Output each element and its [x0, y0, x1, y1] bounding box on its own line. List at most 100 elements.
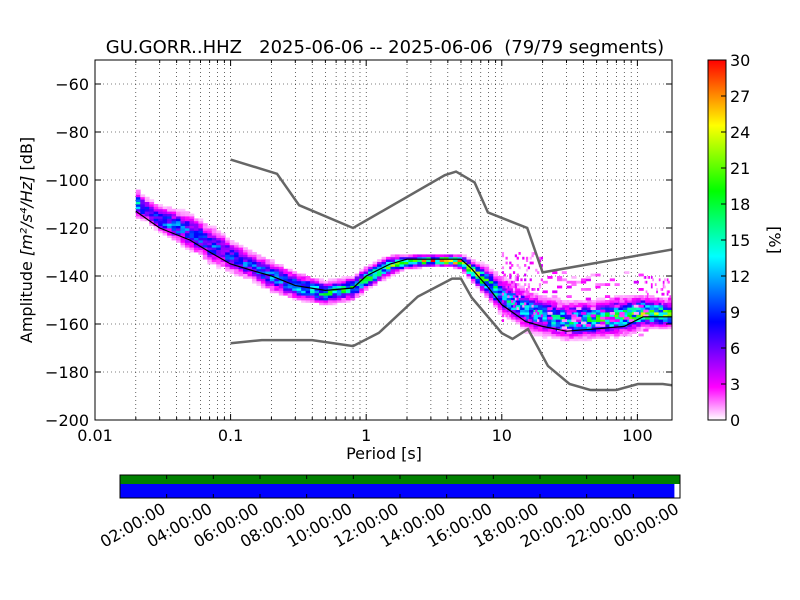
- density-cell: [551, 328, 557, 332]
- density-cell: [591, 321, 597, 325]
- density-cell-sparse: [542, 280, 548, 284]
- density-cell: [345, 280, 351, 284]
- density-cell: [381, 266, 387, 270]
- density-cell: [479, 273, 485, 277]
- density-cell-sparse: [576, 280, 582, 284]
- density-cell: [140, 196, 146, 200]
- density-cell: [560, 312, 566, 315]
- density-cell: [260, 268, 266, 272]
- density-cell: [189, 249, 195, 253]
- density-cell: [202, 230, 208, 234]
- density-cell: [435, 261, 441, 265]
- density-cell: [140, 201, 146, 205]
- density-cell: [582, 333, 588, 337]
- density-cell-sparse: [501, 319, 505, 322]
- density-cell: [600, 307, 606, 310]
- density-cell: [386, 268, 391, 272]
- density-cell: [292, 276, 298, 279]
- density-cell: [417, 259, 423, 262]
- density-cell: [345, 278, 351, 282]
- density-cell: [193, 237, 199, 241]
- density-cell: [207, 228, 213, 231]
- density-cell: [493, 292, 499, 296]
- density-cell: [488, 285, 494, 289]
- density-cell-sparse: [585, 297, 591, 301]
- density-cell: [368, 278, 374, 282]
- density-cell: [502, 309, 508, 313]
- density-cell: [278, 283, 284, 286]
- density-cell: [135, 213, 141, 217]
- density-cell: [613, 336, 619, 339]
- density-cell: [663, 316, 668, 320]
- density-cell: [551, 326, 557, 330]
- density-cell: [658, 319, 664, 322]
- density-cell-sparse: [516, 307, 519, 310]
- density-cell: [461, 254, 467, 258]
- density-cell: [537, 297, 543, 301]
- density-cell: [636, 309, 642, 313]
- density-cell: [202, 232, 208, 236]
- density-cell: [167, 228, 172, 231]
- coverage-psd-bar: [120, 484, 675, 498]
- density-cell: [515, 321, 521, 325]
- density-cell: [426, 254, 432, 258]
- density-cell: [319, 285, 324, 289]
- density-cell: [336, 292, 342, 296]
- density-cell: [193, 220, 199, 224]
- density-cell: [461, 264, 467, 267]
- density-cell: [636, 321, 642, 325]
- density-cell-sparse: [590, 314, 596, 318]
- x-tick-label: 0.1: [218, 426, 243, 445]
- density-cell: [189, 223, 195, 226]
- density-cell-sparse: [648, 295, 650, 298]
- density-cell: [640, 324, 646, 327]
- density-cell-sparse: [537, 271, 540, 274]
- density-cell-sparse: [535, 309, 538, 313]
- density-cell: [560, 304, 566, 308]
- density-cell: [193, 228, 199, 231]
- density-cell: [171, 228, 177, 231]
- density-cell-sparse: [661, 302, 664, 306]
- density-cell: [488, 300, 494, 303]
- density-cell: [377, 264, 382, 267]
- density-cell: [622, 312, 628, 315]
- density-cell-sparse: [547, 307, 553, 310]
- density-cell-sparse: [533, 321, 536, 325]
- density-cell: [220, 249, 226, 253]
- density-cell: [426, 264, 432, 267]
- density-cell: [260, 266, 266, 270]
- density-cell: [278, 276, 284, 279]
- density-cell: [596, 300, 601, 303]
- density-cell: [243, 268, 248, 272]
- x-tick-label: 100: [622, 426, 653, 445]
- density-cell-sparse: [609, 312, 615, 315]
- density-cell: [636, 300, 642, 303]
- density-cell-sparse: [501, 266, 505, 270]
- density-cell: [654, 321, 659, 325]
- density-cell: [497, 302, 503, 306]
- density-cell: [663, 319, 668, 322]
- density-cell-sparse: [512, 316, 516, 320]
- density-cell: [663, 309, 668, 313]
- density-cell-sparse: [645, 280, 648, 284]
- density-cell: [381, 278, 387, 282]
- density-cell: [234, 261, 239, 265]
- density-cell: [502, 285, 508, 289]
- density-cell-sparse: [604, 295, 611, 298]
- density-cell: [600, 312, 606, 315]
- density-cell: [403, 261, 409, 265]
- density-cell: [524, 292, 530, 296]
- density-cell: [278, 273, 284, 277]
- density-cell: [354, 290, 360, 294]
- density-cell: [448, 259, 454, 262]
- density-cell: [533, 297, 539, 301]
- density-cell: [654, 307, 659, 310]
- density-cell: [658, 307, 664, 310]
- density-cell: [667, 309, 672, 313]
- density-cell: [135, 192, 141, 195]
- density-cell: [421, 264, 427, 267]
- density-cell: [193, 225, 199, 229]
- density-cell: [274, 271, 280, 274]
- density-cell: [533, 304, 539, 308]
- density-cell: [613, 331, 619, 334]
